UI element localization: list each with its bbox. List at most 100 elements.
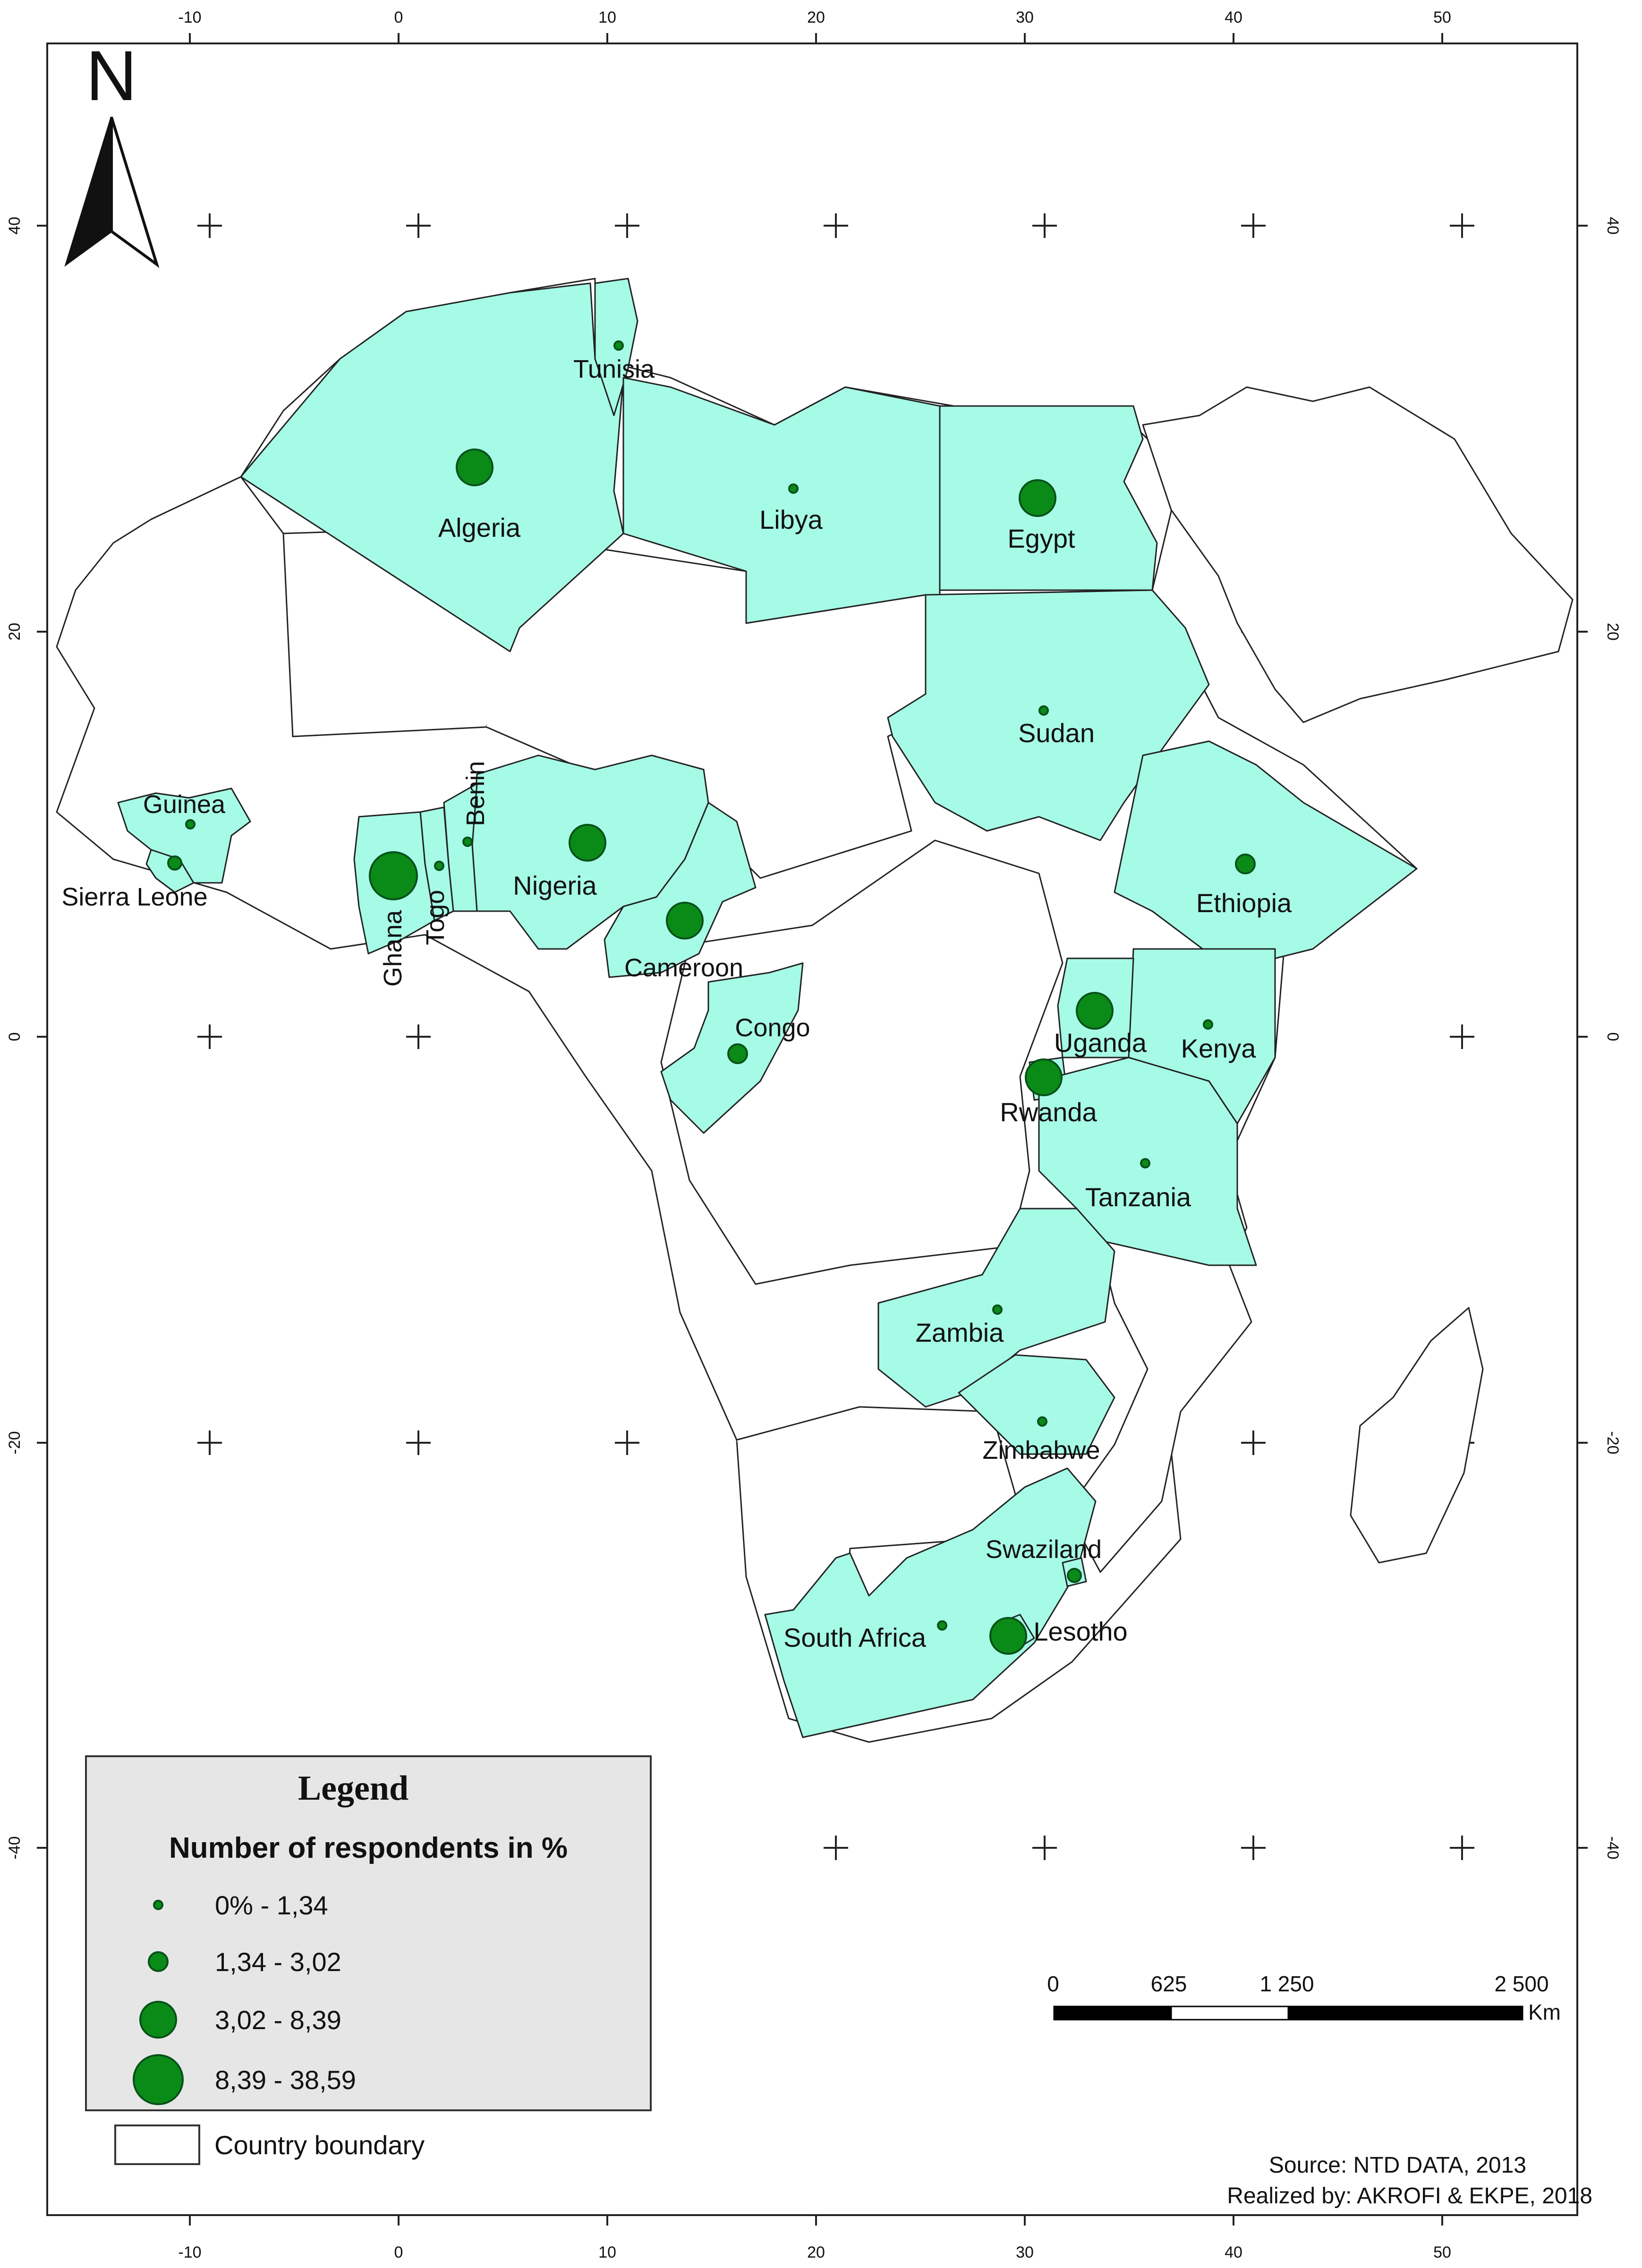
north-label: N — [86, 36, 137, 115]
country-sudan — [887, 589, 1210, 841]
label-zambia: Zambia — [916, 1318, 1004, 1347]
scale-label-0: 0 — [1047, 1972, 1059, 1996]
graticule-cross — [197, 1430, 222, 1455]
symbol-sudan — [1038, 705, 1049, 716]
lat-label: 0 — [6, 1032, 24, 1041]
graticule-cross — [1241, 213, 1266, 238]
label-cameroon: Cameroon — [624, 954, 743, 982]
lon-label: -10 — [178, 2243, 201, 2261]
lon-label: 50 — [1433, 2243, 1451, 2261]
symbol-guinea — [185, 819, 196, 829]
symbol-south-africa — [937, 1620, 947, 1631]
label-ethiopia: Ethiopia — [1196, 888, 1292, 918]
label-tanzania: Tanzania — [1085, 1182, 1191, 1212]
mozambique-malawi — [1066, 1227, 1252, 1573]
graticule-cross — [1032, 213, 1057, 238]
credits: Source: NTD DATA, 2013 Realized by: AKRO… — [1227, 2153, 1592, 2209]
lon-label: 40 — [1225, 2243, 1242, 2261]
lon-label: 10 — [598, 2243, 616, 2261]
source-credit: Source: NTD DATA, 2013 — [1269, 2153, 1526, 2178]
graticule-cross — [406, 1024, 431, 1049]
label-sierra-leone: Sierra Leone — [61, 883, 207, 911]
graticule-cross — [824, 213, 848, 238]
legend-title: Legend — [298, 1769, 408, 1808]
symbol-zambia — [992, 1304, 1003, 1315]
lon-label: -10 — [178, 8, 201, 26]
lat-label: 20 — [6, 623, 24, 641]
lon-label: 40 — [1225, 8, 1242, 26]
map-frame — [46, 42, 1578, 2216]
lon-label: 10 — [598, 8, 616, 26]
legend-subtitle: Number of respondents in % — [169, 1832, 568, 1864]
symbol-cameroon — [666, 902, 704, 939]
symbol-rwanda — [1025, 1058, 1063, 1096]
symbol-nigeria — [569, 824, 606, 862]
symbol-ghana — [369, 851, 418, 900]
country-ethiopia — [1114, 740, 1418, 959]
label-egypt: Egypt — [1007, 524, 1075, 553]
legend: Legend Number of respondents in % 0% - 1… — [85, 1755, 652, 2111]
label-benin: Benin — [461, 761, 490, 826]
symbol-congo — [727, 1043, 748, 1064]
car-drc-angola — [660, 839, 1063, 1285]
scale-label-1250: 1 250 — [1259, 1972, 1314, 1996]
label-algeria: Algeria — [438, 513, 521, 542]
graticule-cross — [406, 213, 431, 238]
longitude-labels-top: -10 0 10 20 30 40 50 — [178, 8, 1451, 26]
symbol-benin — [462, 837, 473, 847]
north-arrow-light-half — [110, 117, 160, 268]
north-arrow-dark-half — [64, 117, 112, 267]
graticule-cross — [1450, 1836, 1474, 1860]
symbol-sierra-leone — [167, 855, 182, 871]
symbol-uganda — [1076, 992, 1114, 1030]
symbol-algeria — [456, 449, 493, 486]
symbol-egypt — [1019, 479, 1056, 517]
country-labels: Tunisia Algeria Libya Egypt Sudan Guinea… — [61, 355, 1292, 1652]
graticule-cross — [1032, 1836, 1057, 1860]
label-libya: Libya — [759, 505, 823, 534]
scale-segment-3 — [1287, 2006, 1523, 2021]
symbol-zimbabwe — [1037, 1416, 1047, 1427]
legend-symbol-class-2 — [148, 1951, 169, 1972]
label-guinea: Guinea — [143, 790, 226, 819]
graticule-cross — [1450, 213, 1474, 238]
madagascar — [1350, 1307, 1484, 1564]
scale-bar: 0 625 1 250 2 500 Km — [1047, 1972, 1561, 2024]
lat-label: 40 — [6, 217, 24, 235]
graticule-cross — [1241, 1836, 1266, 1860]
label-south-africa: South Africa — [783, 1623, 927, 1652]
scale-unit: Km — [1528, 2000, 1561, 2024]
legend-boundary-item: Country boundary — [114, 2124, 425, 2166]
lon-label: 30 — [1016, 8, 1034, 26]
legend-symbol-class-4 — [133, 2054, 184, 2105]
scale-label-625: 625 — [1151, 1972, 1187, 1996]
country-guinea — [117, 787, 251, 884]
lat-label: -20 — [1604, 1431, 1622, 1454]
graticule-cross — [197, 1024, 222, 1049]
graticule-cross — [1450, 1024, 1474, 1049]
symbol-kenya — [1203, 1019, 1213, 1030]
author-credit: Realized by: AKROFI & EKPE, 2018 — [1227, 2183, 1592, 2209]
symbol-libya — [788, 483, 799, 494]
legend-symbol-class-3 — [139, 2001, 177, 2039]
north-arrow: N — [64, 36, 160, 268]
label-congo: Congo — [735, 1014, 810, 1042]
lon-label: 50 — [1433, 8, 1451, 26]
longitude-labels-bottom: -10 0 10 20 30 40 50 — [178, 2243, 1451, 2261]
legend-class-1: 0% - 1,34 — [215, 1890, 328, 1920]
lat-label: 40 — [1604, 217, 1622, 235]
legend-symbol-class-1 — [153, 1900, 163, 1910]
label-zimbabwe: Zimbabwe — [982, 1436, 1100, 1464]
label-rwanda: Rwanda — [1000, 1097, 1097, 1127]
latitude-labels-left: 40 20 0 -20 -40 — [6, 217, 24, 1859]
symbol-togo — [434, 861, 444, 871]
lon-label: 0 — [394, 2243, 403, 2261]
symbol-lesotho — [989, 1617, 1027, 1655]
graticule-cross — [824, 1836, 848, 1860]
symbol-tanzania — [1140, 1158, 1150, 1168]
legend-class-3: 3,02 - 8,39 — [215, 2005, 341, 2035]
scale-segment-1 — [1053, 2006, 1172, 2021]
lat-label: 20 — [1604, 623, 1622, 641]
lat-label: -20 — [6, 1431, 24, 1454]
